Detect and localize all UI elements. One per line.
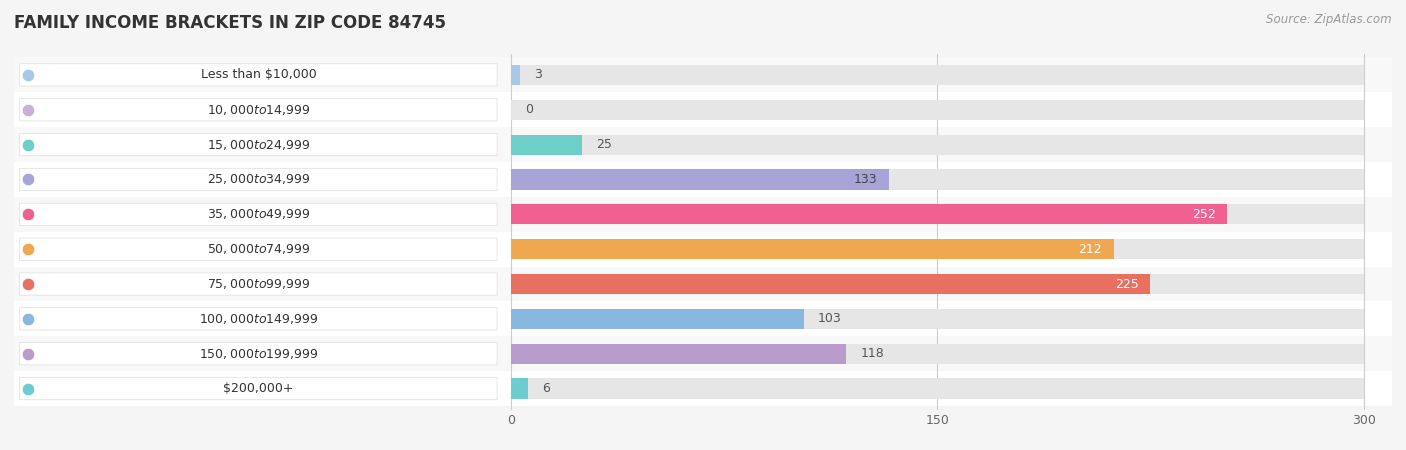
Bar — [512, 204, 1227, 225]
FancyBboxPatch shape — [20, 378, 498, 400]
Bar — [512, 378, 529, 399]
Text: Source: ZipAtlas.com: Source: ZipAtlas.com — [1267, 14, 1392, 27]
FancyBboxPatch shape — [20, 273, 498, 295]
Bar — [512, 99, 1364, 120]
Bar — [512, 309, 1364, 329]
Bar — [14, 92, 1392, 127]
FancyBboxPatch shape — [20, 308, 498, 330]
FancyBboxPatch shape — [20, 134, 498, 156]
Bar — [512, 378, 1364, 399]
Text: $100,000 to $149,999: $100,000 to $149,999 — [198, 312, 318, 326]
FancyBboxPatch shape — [20, 64, 498, 86]
Text: $75,000 to $99,999: $75,000 to $99,999 — [207, 277, 311, 291]
Text: 0: 0 — [526, 103, 533, 116]
Bar — [512, 344, 846, 364]
Text: 3: 3 — [534, 68, 541, 81]
Text: $10,000 to $14,999: $10,000 to $14,999 — [207, 103, 311, 117]
Bar — [512, 239, 1114, 259]
Text: $35,000 to $49,999: $35,000 to $49,999 — [207, 207, 311, 221]
Text: 118: 118 — [860, 347, 884, 360]
Text: 212: 212 — [1078, 243, 1102, 256]
Bar — [14, 302, 1392, 336]
Bar — [14, 197, 1392, 232]
Bar — [512, 169, 1364, 189]
Bar — [512, 135, 1364, 155]
Text: 252: 252 — [1192, 208, 1216, 221]
Text: $25,000 to $34,999: $25,000 to $34,999 — [207, 172, 311, 186]
Text: $50,000 to $74,999: $50,000 to $74,999 — [207, 242, 311, 256]
Bar — [14, 58, 1392, 92]
Text: 103: 103 — [818, 312, 842, 325]
Bar — [512, 65, 1364, 85]
Bar — [512, 135, 582, 155]
FancyBboxPatch shape — [20, 168, 498, 191]
Bar — [512, 239, 1364, 259]
Bar — [14, 371, 1392, 406]
Bar — [14, 336, 1392, 371]
Bar — [14, 162, 1392, 197]
FancyBboxPatch shape — [20, 238, 498, 261]
Bar — [512, 274, 1150, 294]
Bar — [14, 127, 1392, 162]
Bar — [512, 204, 1364, 225]
Text: $150,000 to $199,999: $150,000 to $199,999 — [198, 347, 318, 361]
Bar — [14, 266, 1392, 302]
FancyBboxPatch shape — [20, 99, 498, 121]
Text: Less than $10,000: Less than $10,000 — [201, 68, 316, 81]
Text: 133: 133 — [853, 173, 877, 186]
Bar — [512, 309, 804, 329]
FancyBboxPatch shape — [20, 203, 498, 225]
Bar — [512, 274, 1364, 294]
FancyBboxPatch shape — [20, 342, 498, 365]
Text: FAMILY INCOME BRACKETS IN ZIP CODE 84745: FAMILY INCOME BRACKETS IN ZIP CODE 84745 — [14, 14, 446, 32]
Bar — [512, 169, 889, 189]
Text: 25: 25 — [596, 138, 613, 151]
Bar — [512, 65, 520, 85]
Text: $200,000+: $200,000+ — [224, 382, 294, 395]
Text: 225: 225 — [1115, 278, 1139, 291]
Text: $15,000 to $24,999: $15,000 to $24,999 — [207, 138, 311, 152]
Text: 6: 6 — [543, 382, 550, 395]
Bar — [14, 232, 1392, 266]
Bar — [512, 344, 1364, 364]
